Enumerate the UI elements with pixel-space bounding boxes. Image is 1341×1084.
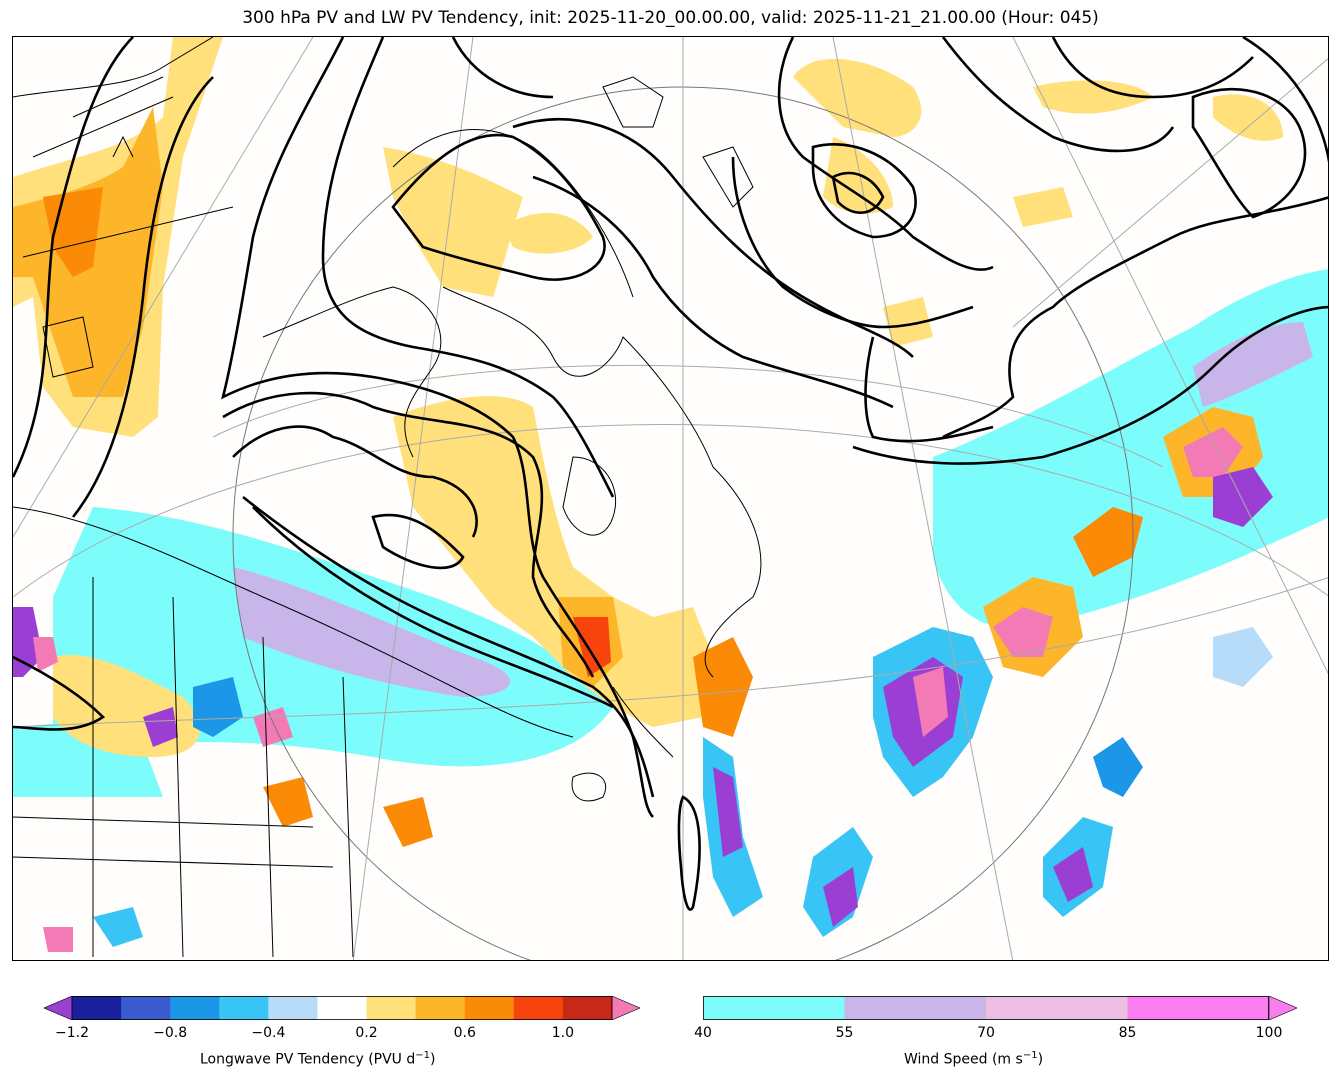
wind-colorbar-tick-label: 85 — [1118, 1025, 1137, 1041]
pv-colorbar-cell — [415, 996, 466, 1020]
wind-colorbar-tick-label: 55 — [835, 1025, 854, 1041]
pv-colorbar-tick-label: 1.0 — [551, 1025, 575, 1041]
pv-tendency-colorbar-label: Longwave PV Tendency (PVU d−1) — [200, 1050, 436, 1068]
pv-colorbar-cell — [219, 996, 269, 1020]
positive-tendency-shading — [13, 37, 1283, 757]
wind-speed-colorbar-label: Wind Speed (m s−1) — [904, 1050, 1044, 1068]
pv-colorbar-cell — [317, 996, 368, 1020]
pv-colorbar-cell — [366, 996, 417, 1020]
pv-contours — [13, 37, 1328, 911]
wind-colorbar-tick-label: 100 — [1255, 1025, 1283, 1041]
pv-colorbar-cell — [72, 996, 122, 1020]
pv-colorbar-tick-label: −1.2 — [55, 1025, 89, 1041]
pv-colorbar-cell — [121, 996, 171, 1020]
pv-tendency-colorbar-bar — [43, 995, 641, 1021]
pv-colorbar-tick-label: −0.8 — [153, 1025, 188, 1041]
pv-colorbar-cell — [268, 996, 318, 1020]
map-canvas — [13, 37, 1328, 960]
map-panel — [12, 36, 1329, 961]
coastlines — [13, 37, 762, 958]
wind-speed-colorbar — [703, 995, 1298, 1021]
pv-colorbar-cell — [513, 996, 564, 1020]
latlon-grid — [13, 37, 1328, 960]
wind-colorbar-cell — [986, 996, 1128, 1020]
convective-tendency-speckle — [13, 407, 1273, 952]
chart-title: 300 hPa PV and LW PV Tendency, init: 202… — [242, 8, 1099, 28]
colorbar-over-arrow — [611, 995, 641, 1021]
wind-colorbar-tick-label: 70 — [977, 1025, 995, 1041]
pv-tendency-colorbar — [43, 995, 641, 1021]
pv-colorbar-tick-label: 0.2 — [355, 1025, 378, 1041]
pv-colorbar-cell — [464, 996, 515, 1020]
pv-colorbar-cell — [170, 996, 220, 1020]
pv-colorbar-cell — [562, 996, 613, 1020]
colorbar-over-arrow — [1268, 995, 1298, 1021]
wind-speed-colorbar-bar — [703, 995, 1298, 1021]
colorbar-under-arrow — [43, 995, 73, 1021]
wind-colorbar-cell — [703, 996, 845, 1020]
pv-colorbar-tick-label: 0.6 — [453, 1025, 476, 1041]
wind-colorbar-cell — [844, 996, 987, 1020]
wind-colorbar-cell — [1127, 996, 1270, 1020]
pv-colorbar-tick-label: −0.4 — [251, 1025, 286, 1041]
wind-colorbar-tick-label: 40 — [694, 1025, 712, 1041]
